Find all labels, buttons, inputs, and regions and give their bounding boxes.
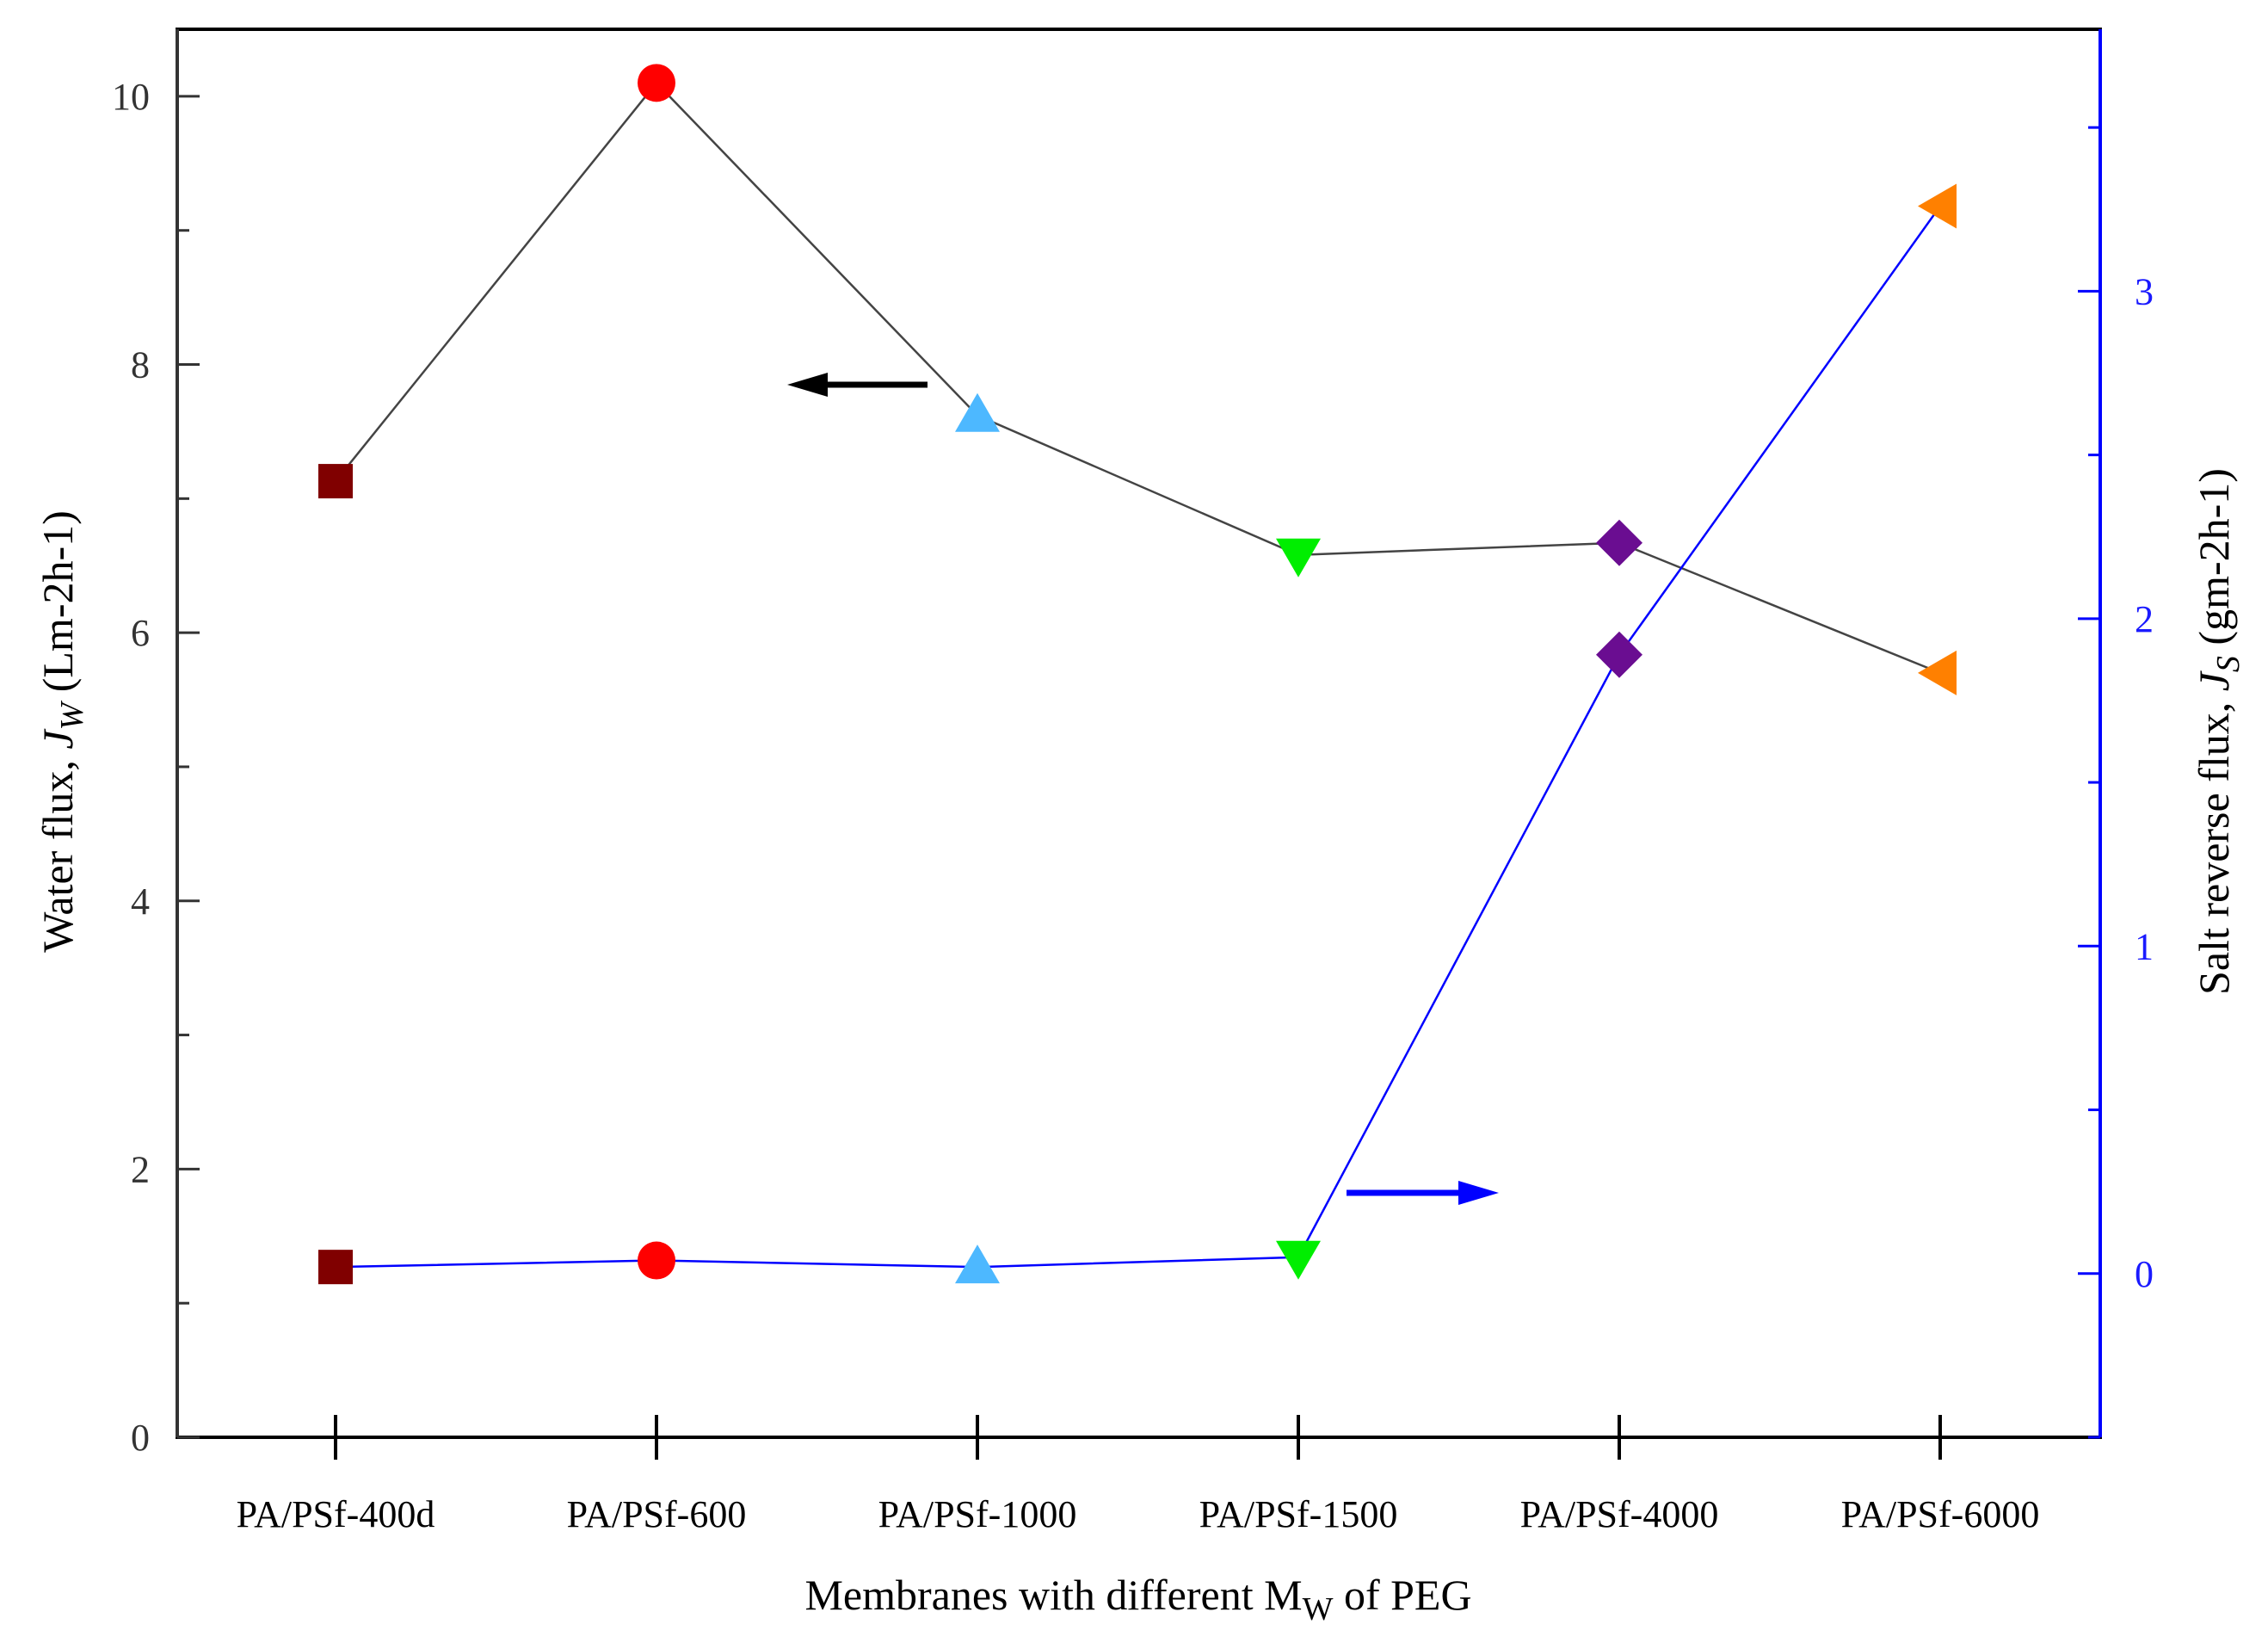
- data-point: [1276, 538, 1321, 577]
- data-point: [955, 392, 1000, 432]
- left-tick-label: 2: [131, 1148, 150, 1190]
- left-tick-label: 4: [131, 880, 150, 923]
- annotations: [787, 373, 1499, 1205]
- right-axis-title: Salt reverse flux, JS (gm-2h-1): [2190, 468, 2246, 995]
- left-axis-title: Water flux, JW (Lm-2h-1): [34, 510, 90, 953]
- data-point: [638, 1241, 675, 1280]
- series-line-0: [335, 81, 1941, 675]
- category-label: PA/PSf-6000: [1841, 1493, 2040, 1535]
- left-tick-label: 10: [112, 76, 150, 118]
- plot-frame: [176, 28, 2102, 1439]
- markers: [318, 64, 1957, 1285]
- left-tick-label: 6: [131, 612, 150, 654]
- left-tick-label: 0: [131, 1417, 150, 1459]
- data-point: [1918, 183, 1957, 229]
- category-label: PA/PSf-1500: [1199, 1493, 1398, 1535]
- data-point: [638, 64, 675, 102]
- category-label: PA/PSf-400d: [237, 1493, 435, 1535]
- data-point: [955, 1244, 1000, 1284]
- right-axis: 0 1 2 3: [2078, 29, 2154, 1439]
- series-lines: [335, 81, 1942, 1269]
- data-point: [1596, 631, 1642, 678]
- data-point: [1276, 1240, 1321, 1280]
- right-tick-label: 1: [2135, 925, 2154, 967]
- data-point: [318, 464, 353, 499]
- data-point: [1596, 519, 1642, 566]
- data-point: [1918, 650, 1957, 695]
- right-axis-arrow-head: [1458, 1181, 1499, 1205]
- category-label: PA/PSf-4000: [1520, 1493, 1719, 1535]
- left-tick-label: 8: [131, 344, 150, 386]
- category-label: PA/PSf-1000: [878, 1493, 1077, 1535]
- category-label: PA/PSf-600: [567, 1493, 747, 1535]
- right-tick-label: 2: [2135, 598, 2154, 640]
- right-tick-label: 3: [2135, 270, 2154, 312]
- x-axis-title: Membranes with different MW of PEG: [804, 1571, 1471, 1627]
- series-line-1: [335, 205, 1942, 1269]
- data-point: [318, 1250, 353, 1285]
- x-axis: PA/PSf-400d PA/PSf-600 PA/PSf-1000 PA/PSf-1…: [237, 1415, 2040, 1535]
- right-tick-label: 0: [2135, 1253, 2154, 1295]
- left-axis-arrow-head: [787, 373, 828, 397]
- left-axis: 0 2 4 6 8 10: [112, 29, 200, 1459]
